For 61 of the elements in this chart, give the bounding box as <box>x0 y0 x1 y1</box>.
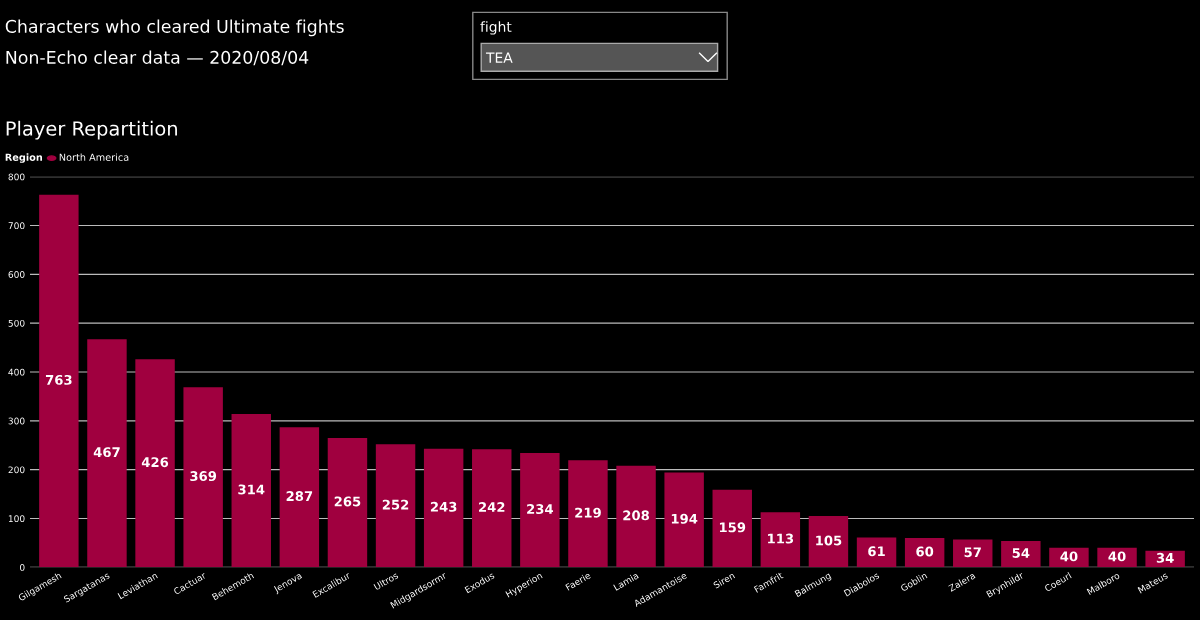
bar <box>808 516 849 568</box>
legend-label: North America <box>59 153 129 161</box>
y-tick-label: 200 <box>8 466 25 474</box>
bar <box>183 387 223 568</box>
bar <box>712 489 752 568</box>
data-label: 252 <box>382 499 409 510</box>
data-label: 159 <box>719 522 746 533</box>
bar <box>1001 540 1041 568</box>
y-tick-label: 700 <box>8 222 25 230</box>
data-label: 242 <box>479 502 505 512</box>
bar <box>39 194 79 568</box>
bar <box>375 444 416 568</box>
data-label: 467 <box>93 447 120 458</box>
data-label: 243 <box>430 501 457 512</box>
text: TEA <box>485 52 513 63</box>
data-label: 314 <box>238 484 265 495</box>
bar <box>616 465 656 568</box>
data-label: 61 <box>868 546 885 557</box>
data-label: 113 <box>768 533 794 544</box>
bar <box>472 449 512 568</box>
y-tick-label: 0 <box>19 564 25 571</box>
data-label: 265 <box>334 496 361 507</box>
data-label: 369 <box>190 471 217 482</box>
bar <box>520 453 560 568</box>
text: fight <box>480 21 512 35</box>
data-label: 763 <box>45 374 72 385</box>
data-label: 234 <box>527 504 554 514</box>
data-label: 60 <box>916 546 934 557</box>
chart-subtitle: Non-Echo clear data — 2020/08/04 <box>6 50 309 66</box>
data-label: 287 <box>286 491 313 502</box>
bar <box>327 437 368 568</box>
y-tick-label: 600 <box>8 271 25 278</box>
x-tick-label: Siren <box>712 571 736 589</box>
data-label: 426 <box>141 457 169 468</box>
data-label: 57 <box>964 547 981 558</box>
y-tick-label: 300 <box>8 417 25 425</box>
bar <box>568 460 608 568</box>
bar <box>423 448 464 568</box>
y-tick-label: 500 <box>8 319 25 327</box>
bar <box>87 339 127 568</box>
bar <box>664 472 704 568</box>
data-label: 40 <box>1060 551 1078 562</box>
data-label: 105 <box>816 535 842 546</box>
data-label: 54 <box>1012 548 1030 558</box>
y-tick-label: 400 <box>8 368 25 376</box>
bar <box>904 538 945 568</box>
data-label: 194 <box>671 513 698 524</box>
bar <box>953 539 993 568</box>
data-label: 40 <box>1108 551 1126 562</box>
bar <box>279 427 320 568</box>
text: Player Repartition <box>6 120 177 140</box>
y-tick-label: 800 <box>8 173 25 181</box>
chart-title: Characters who cleared Ultimate fights <box>5 19 344 37</box>
legend-title: Region <box>5 153 43 163</box>
data-label: 34 <box>1156 552 1174 563</box>
data-label: 208 <box>623 510 649 521</box>
y-tick-label: 100 <box>8 515 25 523</box>
data-label: 219 <box>575 507 601 518</box>
bar <box>135 359 175 568</box>
bar <box>760 512 801 568</box>
bar <box>231 413 271 568</box>
